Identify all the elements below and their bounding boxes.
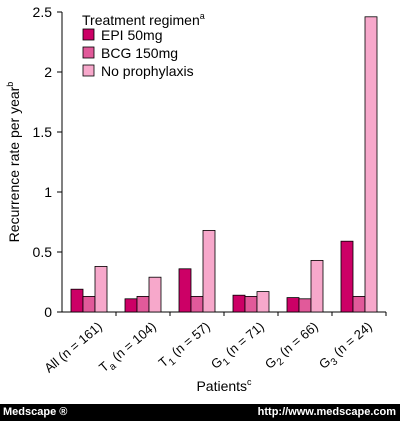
bar: [352, 295, 366, 313]
footer-url[interactable]: http://www.medscape.com: [257, 406, 396, 418]
bar: [232, 294, 246, 313]
x-tick-label: G1 (n = 71): [208, 319, 270, 375]
y-tick-label: 2: [44, 64, 52, 80]
x-tick-label: T1 (n = 57): [156, 319, 216, 374]
footer-brand: Medscape ®: [3, 406, 68, 418]
y-tick-label: 1: [44, 184, 52, 200]
y-tick-label: 0: [44, 304, 52, 320]
bar: [286, 297, 300, 313]
bar: [124, 298, 138, 313]
y-tick-label: 2.5: [33, 4, 53, 20]
legend-label: BCG 150mg: [101, 45, 178, 61]
bar: [340, 240, 354, 313]
legend-title: Treatment regimena: [82, 11, 205, 28]
legend-swatch: [82, 28, 95, 41]
bar: [364, 16, 378, 313]
bar: [148, 276, 162, 313]
bar: [310, 259, 324, 313]
y-tick-label: 0.5: [33, 244, 53, 260]
bar: [94, 265, 108, 313]
legend-label: No prophylaxis: [101, 63, 194, 79]
axis-labels: All (n = 161)Ta (n = 104)T1 (n = 57)G1 (…: [5, 82, 378, 394]
bar: [70, 288, 84, 313]
y-axis-label: Recurrence rate per yearb: [5, 82, 22, 243]
x-axis-label: Patientsc: [196, 377, 252, 394]
legend-label: EPI 50mg: [101, 27, 162, 43]
x-tick-label: Ta (n = 104): [96, 319, 161, 378]
footer-bar: Medscape ® http://www.medscape.com: [0, 404, 400, 421]
bar: [136, 295, 150, 313]
bar: [244, 295, 258, 313]
bars: [70, 16, 378, 313]
bar: [190, 295, 204, 313]
x-tick-label: All (n = 161): [41, 319, 105, 376]
bar: [256, 291, 270, 313]
bar: [202, 229, 216, 313]
bar: [298, 298, 312, 313]
x-tick-label: G3 (n = 24): [316, 319, 378, 375]
bar: [82, 295, 96, 313]
axes: 0 0.5 1 1.5 2 2.5: [33, 4, 387, 320]
bar: [178, 268, 192, 313]
x-tick-label: G2 (n = 66): [262, 319, 324, 375]
legend-swatch: [82, 46, 95, 59]
y-tick-label: 1.5: [33, 124, 53, 140]
legend-swatch: [82, 64, 95, 77]
